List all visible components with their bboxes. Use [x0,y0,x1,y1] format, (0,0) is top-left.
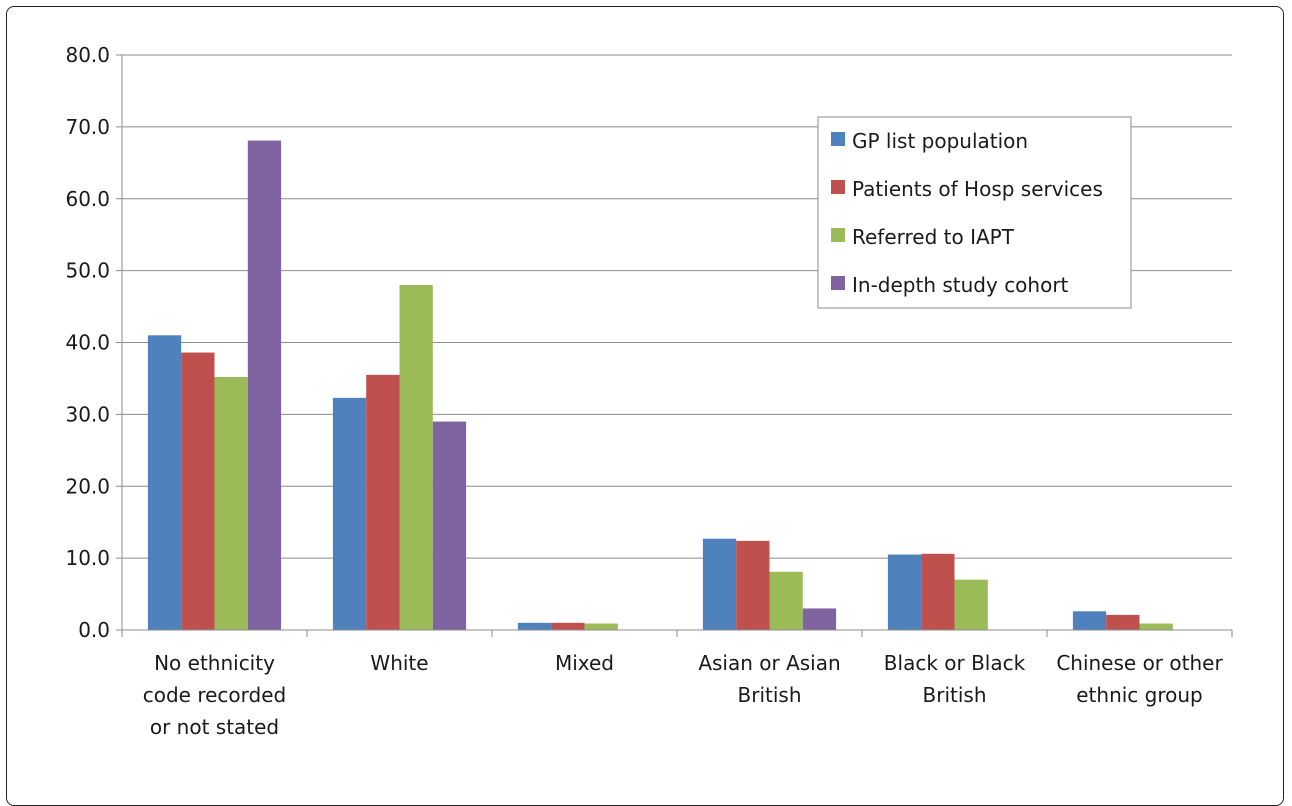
legend-box [817,116,1132,309]
bar [517,622,552,630]
y-tick-label: 20.0 [65,474,110,498]
bar [399,285,433,630]
legend-swatch [831,180,845,194]
bar [802,608,837,630]
bar [432,421,467,630]
y-tick-label: 10.0 [65,546,110,570]
x-category-label: White [370,651,428,675]
x-category-label: code recorded [143,683,286,707]
bar [332,397,367,630]
x-category-label: British [738,683,802,707]
x-category-label: Black or Black [884,651,1026,675]
y-tick-label: 70.0 [65,115,110,139]
axes [121,55,1233,637]
y-tick-label: 50.0 [65,259,110,283]
legend-label: Referred to IAPT [852,225,1015,249]
bar [214,377,248,630]
bar [954,579,988,630]
x-category-label: Asian or Asian [698,651,840,675]
y-tick-label: 40.0 [65,331,110,355]
bar [887,554,922,630]
x-category-label: ethnic group [1076,683,1203,707]
legend-label: GP list population [852,129,1028,153]
y-tick-label: 0.0 [78,618,110,642]
y-tick-label: 80.0 [65,43,110,67]
legend: GP list population Patients of Hosp servi… [817,116,1132,309]
legend-swatch [831,276,845,290]
y-tick-label: 60.0 [65,187,110,211]
y-tick-label: 30.0 [65,402,110,426]
legend-label: Patients of Hosp services [852,177,1103,201]
x-category-label: Chinese or other [1056,651,1223,675]
bar [769,571,803,630]
legend-label: In-depth study cohort [852,273,1069,297]
bars [147,140,1173,630]
bar [702,538,737,630]
bar [1139,623,1173,630]
legend-swatch [831,228,845,242]
x-axis-categories: No ethnicity code recorded or not stated Wh… [143,651,1224,739]
bar [366,374,400,630]
y-axis-ticks: 0.0 10.0 20.0 30.0 40.0 50.0 60.0 70.0 80.0 [65,43,122,642]
legend-swatch [831,132,845,146]
bar [181,352,215,630]
x-category-label: No ethnicity [154,651,275,675]
bar [1106,614,1140,630]
bar [736,540,770,630]
bar [1072,611,1107,630]
x-category-label: Mixed [555,651,614,675]
bar [147,335,182,630]
x-category-label: or not stated [150,715,279,739]
bar [584,623,618,630]
x-category-label: British [923,683,987,707]
bar [551,622,585,630]
bar [247,140,282,630]
bar [921,553,955,630]
